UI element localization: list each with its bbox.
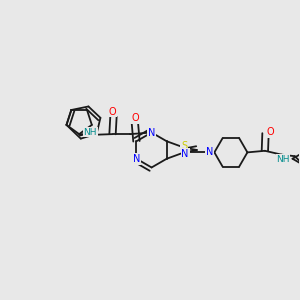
Text: O: O <box>131 113 139 123</box>
Text: N: N <box>206 147 213 158</box>
Text: O: O <box>266 127 274 137</box>
Text: S: S <box>181 141 187 151</box>
Text: N: N <box>133 154 140 164</box>
Text: NH: NH <box>83 128 97 137</box>
Text: N: N <box>148 128 155 137</box>
Text: NH: NH <box>276 155 290 164</box>
Text: N: N <box>182 149 189 159</box>
Text: O: O <box>109 106 116 117</box>
